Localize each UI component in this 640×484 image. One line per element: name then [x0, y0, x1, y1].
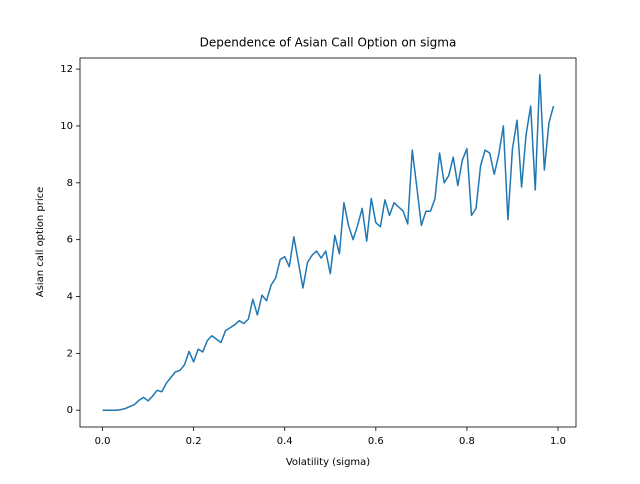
y-tick-label: 8	[67, 178, 73, 189]
x-tick-label: 0.8	[459, 436, 475, 447]
x-axis-label: Volatility (sigma)	[286, 457, 370, 468]
x-tick-label: 0.2	[186, 436, 202, 447]
y-tick-label: 4	[67, 292, 73, 303]
y-tick-label: 10	[60, 121, 73, 132]
plot-frame	[79, 57, 577, 428]
y-tick-label: 12	[60, 64, 73, 75]
x-tick-label: 0.6	[368, 436, 384, 447]
y-tick-label: 6	[67, 235, 73, 246]
x-tick-label: 0.4	[277, 436, 293, 447]
y-tick-label: 0	[67, 405, 73, 416]
x-tick-label: 1.0	[550, 436, 566, 447]
data-line	[102, 74, 555, 411]
x-tick-label: 0.0	[95, 436, 111, 447]
y-tick-label: 2	[67, 348, 73, 359]
chart-title: Dependence of Asian Call Option on sigma	[200, 36, 457, 50]
y-axis-label: Asian call option price	[35, 187, 46, 298]
